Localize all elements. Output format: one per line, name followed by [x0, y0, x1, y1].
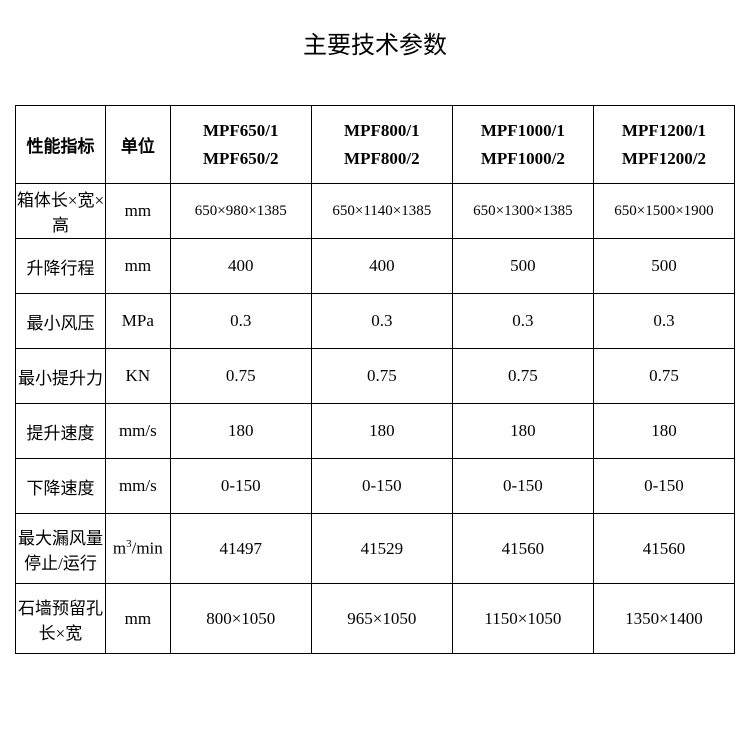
row-value: 400	[170, 239, 311, 294]
table-row: 最大漏风量停止/运行m3/min41497415294156041560	[16, 514, 735, 584]
row-value: 0.75	[593, 349, 734, 404]
model-line2: MPF1000/2	[453, 145, 593, 172]
model-line1: MPF1000/1	[453, 117, 593, 144]
row-unit: mm	[105, 584, 170, 654]
table-row: 最小提升力KN0.750.750.750.75	[16, 349, 735, 404]
row-value: 500	[593, 239, 734, 294]
model-line1: MPF650/1	[171, 117, 311, 144]
row-value: 400	[311, 239, 452, 294]
row-value: 650×1300×1385	[452, 184, 593, 239]
header-model-3: MPF1200/1 MPF1200/2	[593, 106, 734, 184]
row-value: 650×1140×1385	[311, 184, 452, 239]
table-body: 箱体长×宽×高mm650×980×1385650×1140×1385650×13…	[16, 184, 735, 654]
row-value: 0.3	[593, 294, 734, 349]
row-value: 0.3	[311, 294, 452, 349]
row-value: 0.3	[170, 294, 311, 349]
row-unit: mm/s	[105, 404, 170, 459]
row-value: 0-150	[170, 459, 311, 514]
row-value: 41560	[593, 514, 734, 584]
model-line2: MPF650/2	[171, 145, 311, 172]
header-unit: 单位	[105, 106, 170, 184]
table-row: 下降速度mm/s0-1500-1500-1500-150	[16, 459, 735, 514]
table-row: 升降行程mm400400500500	[16, 239, 735, 294]
model-line2: MPF800/2	[312, 145, 452, 172]
table-row: 提升速度mm/s180180180180	[16, 404, 735, 459]
row-value: 0-150	[311, 459, 452, 514]
row-value: 965×1050	[311, 584, 452, 654]
row-unit: MPa	[105, 294, 170, 349]
row-value: 0.3	[452, 294, 593, 349]
header-model-1: MPF800/1 MPF800/2	[311, 106, 452, 184]
spec-table: 性能指标 单位 MPF650/1 MPF650/2 MPF800/1 MPF80…	[15, 105, 735, 654]
row-value: 180	[452, 404, 593, 459]
row-value: 0-150	[593, 459, 734, 514]
model-line1: MPF800/1	[312, 117, 452, 144]
row-value: 41560	[452, 514, 593, 584]
table-row: 最小风压MPa0.30.30.30.3	[16, 294, 735, 349]
row-unit: mm/s	[105, 459, 170, 514]
row-label: 石墙预留孔 长×宽	[16, 584, 106, 654]
page-title: 主要技术参数	[15, 25, 735, 60]
row-value: 0.75	[170, 349, 311, 404]
table-row: 石墙预留孔 长×宽mm800×1050965×10501150×10501350…	[16, 584, 735, 654]
row-unit: m3/min	[105, 514, 170, 584]
row-value: 650×980×1385	[170, 184, 311, 239]
row-value: 180	[170, 404, 311, 459]
row-value: 800×1050	[170, 584, 311, 654]
row-value: 1150×1050	[452, 584, 593, 654]
row-value: 180	[593, 404, 734, 459]
row-value: 41497	[170, 514, 311, 584]
row-label: 提升速度	[16, 404, 106, 459]
row-label: 最大漏风量停止/运行	[16, 514, 106, 584]
row-value: 0.75	[311, 349, 452, 404]
row-value: 41529	[311, 514, 452, 584]
header-model-0: MPF650/1 MPF650/2	[170, 106, 311, 184]
row-label: 箱体长×宽×高	[16, 184, 106, 239]
model-line1: MPF1200/1	[594, 117, 734, 144]
row-unit: KN	[105, 349, 170, 404]
table-row: 箱体长×宽×高mm650×980×1385650×1140×1385650×13…	[16, 184, 735, 239]
row-value: 650×1500×1900	[593, 184, 734, 239]
row-value: 180	[311, 404, 452, 459]
row-value: 0.75	[452, 349, 593, 404]
row-unit: mm	[105, 184, 170, 239]
table-header-row: 性能指标 单位 MPF650/1 MPF650/2 MPF800/1 MPF80…	[16, 106, 735, 184]
header-model-2: MPF1000/1 MPF1000/2	[452, 106, 593, 184]
row-label: 升降行程	[16, 239, 106, 294]
row-label: 下降速度	[16, 459, 106, 514]
row-unit: mm	[105, 239, 170, 294]
row-value: 1350×1400	[593, 584, 734, 654]
model-line2: MPF1200/2	[594, 145, 734, 172]
row-value: 500	[452, 239, 593, 294]
row-value: 0-150	[452, 459, 593, 514]
row-label: 最小提升力	[16, 349, 106, 404]
header-label: 性能指标	[16, 106, 106, 184]
row-label: 最小风压	[16, 294, 106, 349]
